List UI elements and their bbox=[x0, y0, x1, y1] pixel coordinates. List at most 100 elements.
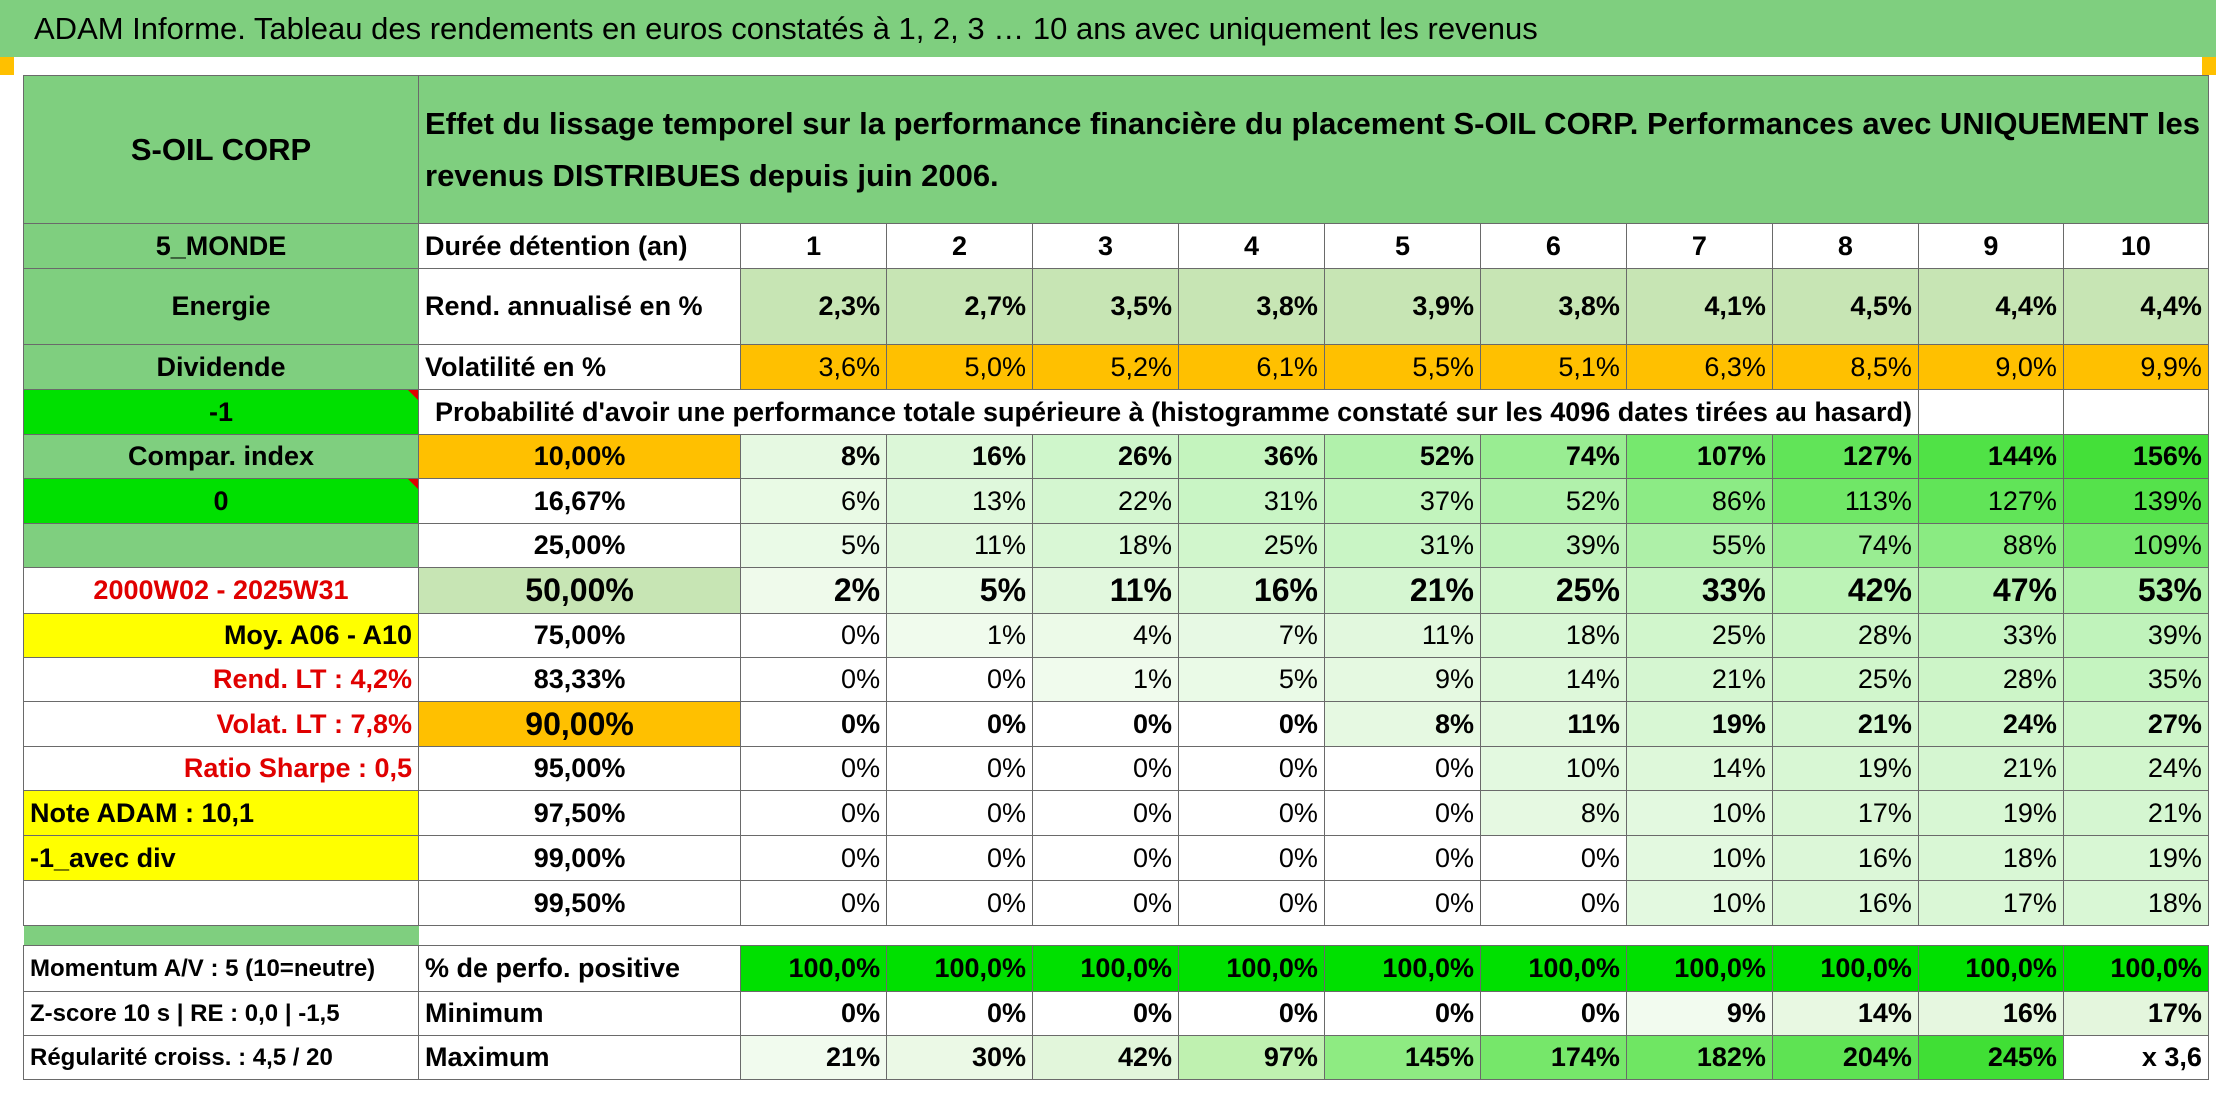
probability-cell: 5% bbox=[740, 523, 888, 568]
probability-cell: 0% bbox=[1323, 790, 1481, 836]
max-cell: 182% bbox=[1625, 1035, 1773, 1080]
year-header: 10 bbox=[2062, 223, 2209, 269]
probability-cell: 0% bbox=[886, 790, 1034, 836]
probability-cell: 22% bbox=[1032, 478, 1179, 524]
probability-cell: 21% bbox=[1625, 657, 1773, 702]
probability-cell: 0% bbox=[1032, 835, 1179, 881]
probability-cell: 0% bbox=[1479, 880, 1627, 926]
probability-cell: 21% bbox=[1917, 746, 2064, 791]
code-1[interactable]: -1 bbox=[23, 389, 419, 435]
percentile-label: 97,50% bbox=[417, 790, 742, 836]
percentile-label: 95,00% bbox=[417, 746, 742, 791]
probability-cell: 5% bbox=[886, 567, 1034, 614]
probability-cell: 0% bbox=[886, 835, 1034, 881]
probability-cell: 31% bbox=[1177, 478, 1325, 524]
report-title: ADAM Informe. Tableau des rendements en … bbox=[34, 11, 1538, 46]
min-cell: 0% bbox=[886, 991, 1034, 1036]
probability-cell: 53% bbox=[2062, 567, 2209, 614]
probability-cell: 10% bbox=[1625, 835, 1773, 881]
code-2[interactable]: 0 bbox=[23, 478, 419, 524]
company-name: S-OIL CORP bbox=[23, 75, 419, 224]
probability-cell: 0% bbox=[1177, 701, 1325, 747]
years-row: 5_MONDE Durée détention (an) 1 2 3 4 5 6… bbox=[23, 223, 2209, 269]
probability-cell: 0% bbox=[740, 613, 888, 658]
probability-cell: 0% bbox=[740, 657, 888, 702]
rend-cell: 3,5% bbox=[1032, 268, 1179, 345]
vol-cell: 5,0% bbox=[886, 344, 1034, 390]
pos-cell: 100,0% bbox=[1177, 945, 1325, 992]
max-cell: 21% bbox=[740, 1035, 888, 1080]
year-header: 9 bbox=[1917, 223, 2064, 269]
avec-div-label: -1_avec div bbox=[23, 835, 419, 881]
probability-row: 25,00% 5% 11% 18% 25% 31% 39% 55% 74% 88% 109% bbox=[23, 523, 2209, 568]
probability-cell: 17% bbox=[1917, 880, 2064, 926]
probability-cell: 0% bbox=[740, 880, 888, 926]
min-cell: 0% bbox=[1032, 991, 1179, 1036]
probability-cell: 13% bbox=[886, 478, 1034, 524]
probability-cell: 25% bbox=[1479, 567, 1627, 614]
min-cell: 0% bbox=[740, 991, 888, 1036]
probability-cell: 8% bbox=[1323, 701, 1481, 747]
rend-row: Energie Rend. annualisé en % 2,3% 2,7% 3… bbox=[23, 268, 2209, 345]
probability-cell: 1% bbox=[1032, 657, 1179, 702]
probability-cell: 17% bbox=[1771, 790, 1919, 836]
sharpe-label: Ratio Sharpe : 0,5 bbox=[23, 746, 419, 791]
probability-cell: 0% bbox=[886, 701, 1034, 747]
regularite-label: Régularité croiss. : 4,5 / 20 bbox=[23, 1035, 419, 1080]
vol-row: Dividende Volatilité en % 3,6% 5,0% 5,2%… bbox=[23, 344, 2209, 390]
vol-cell: 3,6% bbox=[740, 344, 888, 390]
min-cell: 0% bbox=[1177, 991, 1325, 1036]
max-label: Maximum bbox=[417, 1035, 742, 1080]
rend-cell: 4,4% bbox=[1917, 268, 2064, 345]
probability-cell: 7% bbox=[1177, 613, 1325, 658]
probability-cell: 16% bbox=[886, 434, 1034, 479]
years-label: Durée détention (an) bbox=[417, 223, 742, 269]
probability-cell: 0% bbox=[1177, 746, 1325, 791]
percentile-label: 16,67% bbox=[417, 478, 742, 524]
percentile-label: 83,33% bbox=[417, 657, 742, 702]
pos-cell: 100,0% bbox=[1479, 945, 1627, 992]
probability-cell: 19% bbox=[2062, 835, 2209, 881]
report-title-banner: ADAM Informe. Tableau des rendements en … bbox=[0, 0, 2216, 57]
vol-label: Volatilité en % bbox=[417, 344, 742, 390]
min-cell: 9% bbox=[1625, 991, 1773, 1036]
probability-cell: 11% bbox=[1323, 613, 1481, 658]
min-cell: 0% bbox=[1479, 991, 1627, 1036]
probability-cell: 42% bbox=[1771, 567, 1919, 614]
probability-cell: 74% bbox=[1771, 523, 1919, 568]
min-cell: 16% bbox=[1917, 991, 2064, 1036]
max-cell: 97% bbox=[1177, 1035, 1325, 1080]
probability-row: Volat. LT : 7,8% 90,00% 0% 0% 0% 0% 8% 11% 19% 21… bbox=[23, 701, 2209, 747]
percentile-label: 50,00% bbox=[417, 567, 742, 614]
min-cell: 17% bbox=[2062, 991, 2209, 1036]
probability-row: Compar. index 10,00% 8% 16% 26% 36% 52% 74% 107%… bbox=[23, 434, 2209, 479]
probability-cell: 107% bbox=[1625, 434, 1773, 479]
probability-cell: 21% bbox=[1771, 701, 1919, 747]
region-label: 5_MONDE bbox=[23, 223, 419, 269]
probability-cell: 21% bbox=[1323, 567, 1481, 614]
probability-cell: 27% bbox=[2062, 701, 2209, 747]
probability-row: Rend. LT : 4,2% 83,33% 0% 0% 1% 5% 9% 14% 21% 25%… bbox=[23, 657, 2209, 702]
probability-cell: 18% bbox=[1479, 613, 1627, 658]
probability-cell: 14% bbox=[1625, 746, 1773, 791]
corner-marker bbox=[0, 57, 14, 75]
probability-cell: 0% bbox=[1032, 790, 1179, 836]
probability-cell: 18% bbox=[2062, 880, 2209, 926]
probability-cell: 33% bbox=[1625, 567, 1773, 614]
percentile-label: 75,00% bbox=[417, 613, 742, 658]
prob-title: Probabilité d'avoir une performance tota… bbox=[418, 389, 1919, 435]
percentile-label: 99,00% bbox=[417, 835, 742, 881]
probability-cell: 0% bbox=[1032, 880, 1179, 926]
probability-cell: 0% bbox=[1177, 790, 1325, 836]
probability-cell: 18% bbox=[1032, 523, 1179, 568]
probability-cell: 28% bbox=[1917, 657, 2064, 702]
probability-cell: 0% bbox=[1323, 880, 1481, 926]
rend-cell: 4,1% bbox=[1625, 268, 1773, 345]
zscore-label: Z-score 10 s | RE : 0,0 | -1,5 bbox=[23, 991, 419, 1036]
probability-cell: 37% bbox=[1323, 478, 1481, 524]
percentile-label: 90,00% bbox=[417, 701, 742, 747]
probability-row: 2000W02 - 2025W31 50,00% 2% 5% 11% 16% 21% 25% 3… bbox=[23, 567, 2209, 614]
probability-cell: 19% bbox=[1771, 746, 1919, 791]
probability-cell: 21% bbox=[2062, 790, 2209, 836]
probability-cell: 0% bbox=[1323, 835, 1481, 881]
